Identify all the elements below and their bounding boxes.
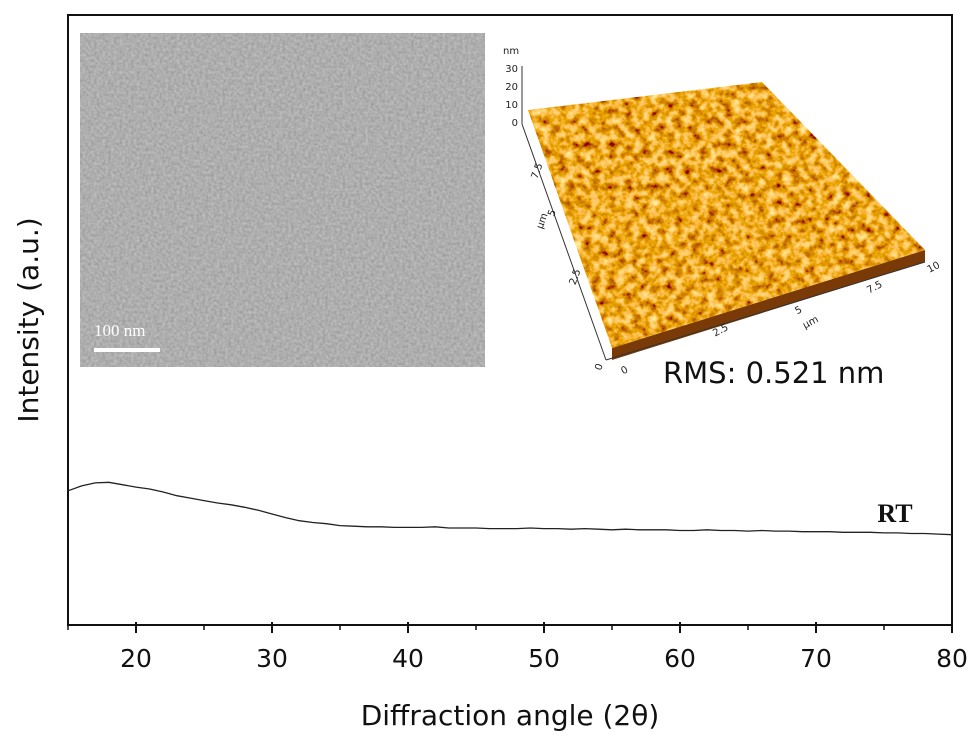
afm-y-tick: 7.5 (530, 162, 546, 181)
afm-x-axis (605, 261, 926, 361)
afm-x-tick: 0 (619, 364, 630, 377)
x-tick-label: 70 (800, 644, 832, 673)
afm-y-unit: µm (535, 212, 551, 231)
scale-bar-label: 100 nm (94, 321, 145, 340)
afm-z-unit: nm (503, 46, 519, 57)
y-axis-label: Intensity (a.u.) (12, 217, 45, 422)
afm-side (612, 250, 925, 360)
afm-x-tick: 5 (793, 304, 804, 317)
afm-z-tick: 0 (512, 118, 518, 129)
x-tick-label: 20 (120, 644, 152, 673)
afm-y-tick: 5 (546, 208, 559, 218)
x-tick-label: 60 (664, 644, 696, 673)
x-axis-label: Diffraction angle (2θ) (361, 699, 660, 732)
afm-rms: RMS: 0.521 nm (663, 356, 884, 390)
afm-y-tick: 2.5 (568, 268, 584, 287)
sem-texture (80, 33, 485, 367)
x-tick-label: 50 (528, 644, 560, 673)
x-tick-label: 30 (256, 644, 288, 673)
afm-y-tick: 0 (593, 362, 606, 372)
afm-x-tick: 10 (926, 260, 942, 276)
plot-frame (67, 14, 953, 626)
afm-z-tick: 10 (505, 100, 518, 111)
afm-x-unit: µm (801, 314, 820, 331)
afm-x-tick: 7.5 (865, 279, 884, 296)
afm-y-axis (521, 123, 607, 361)
data-line (67, 481, 953, 536)
afm-z-tick: 30 (505, 64, 518, 75)
x-tick-label: 40 (392, 644, 424, 673)
x-tick-label: 80 (936, 644, 968, 673)
series-label: RT (877, 499, 912, 528)
afm-z-tick: 20 (505, 82, 518, 93)
scale-bar (94, 348, 160, 352)
